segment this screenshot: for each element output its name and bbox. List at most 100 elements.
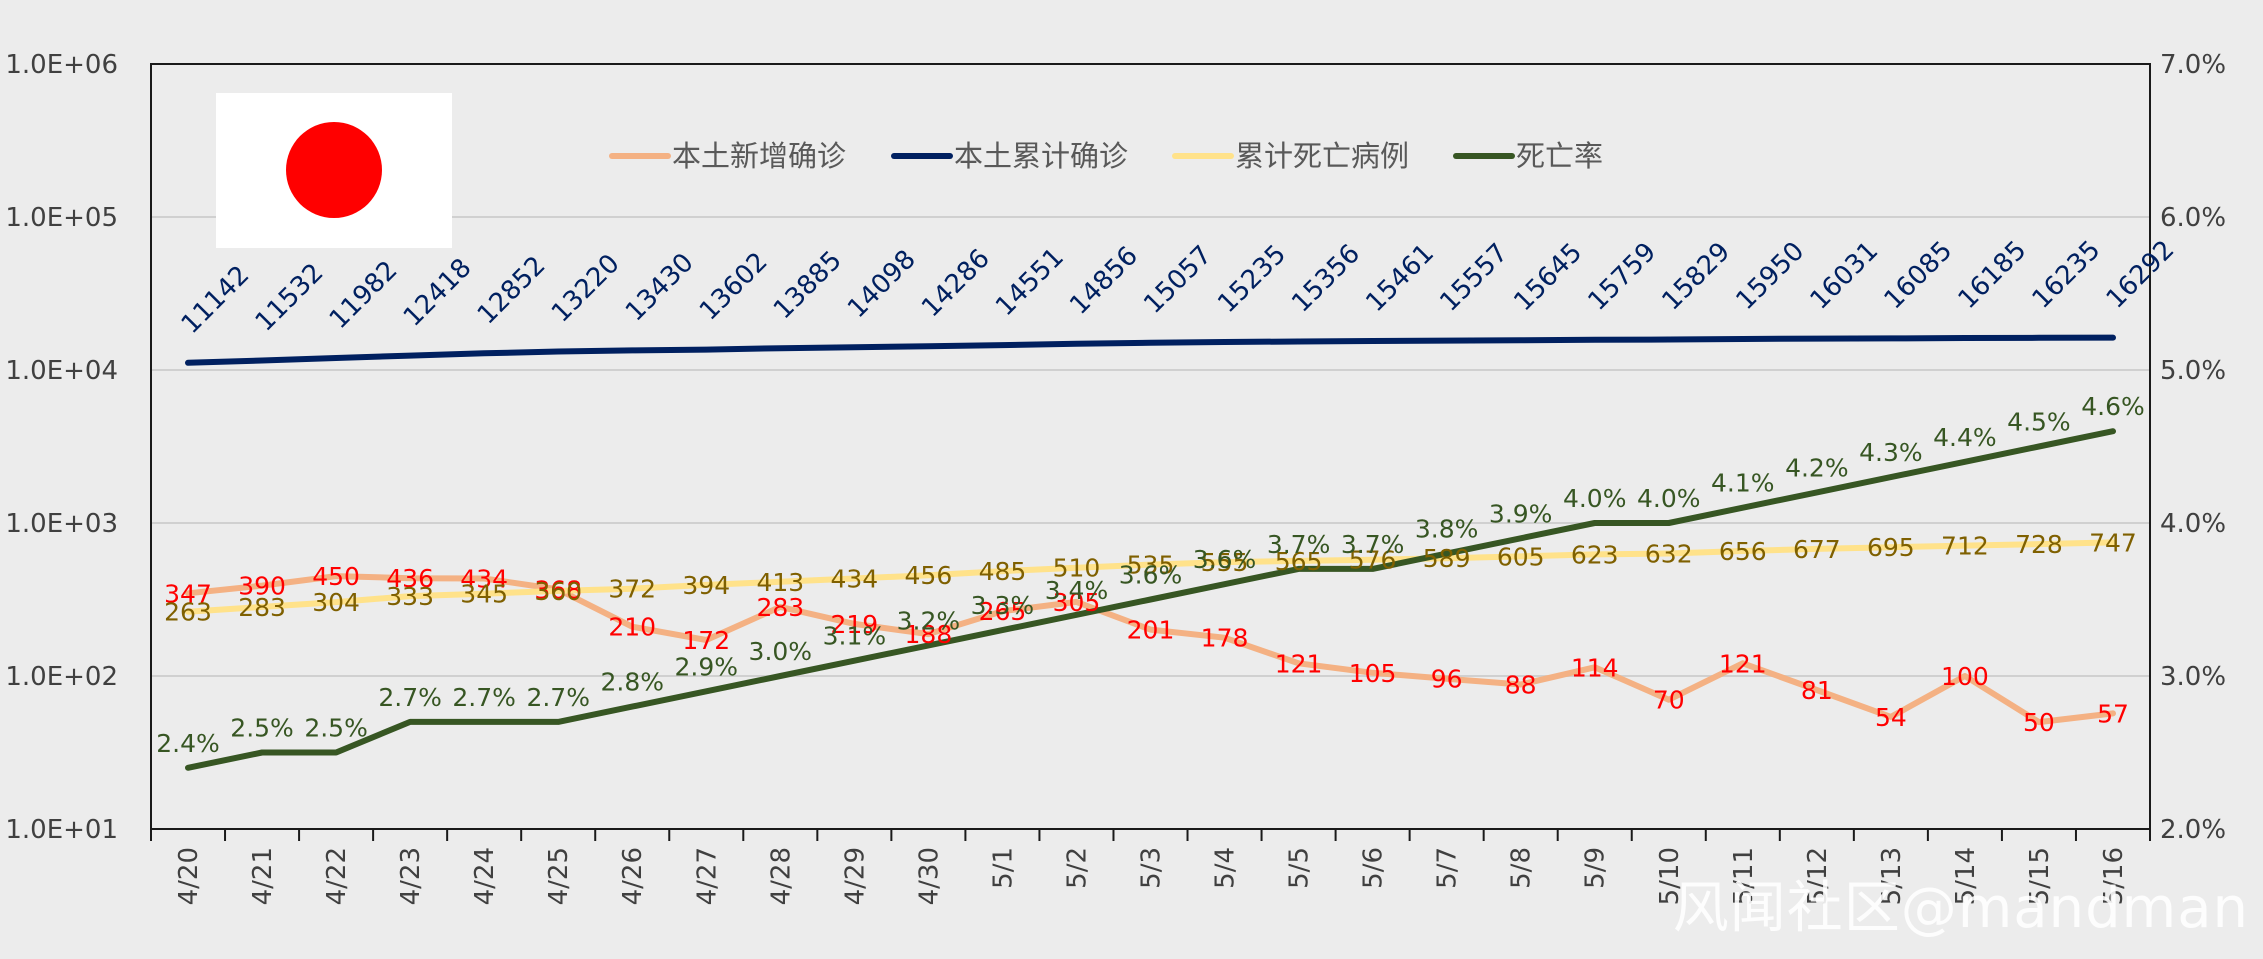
data-label-new-cases: 172 bbox=[682, 626, 730, 655]
data-label-deaths: 333 bbox=[386, 582, 434, 611]
data-label-deaths: 283 bbox=[238, 593, 286, 622]
data-label-deaths: 372 bbox=[608, 575, 656, 604]
data-label-deaths: 632 bbox=[1645, 539, 1693, 568]
data-label-death-rate: 3.1% bbox=[823, 622, 887, 651]
data-label-new-cases: 100 bbox=[1941, 662, 1989, 691]
data-label-death-rate: 3.8% bbox=[1415, 515, 1479, 544]
x-tick-label: 4/21 bbox=[248, 847, 278, 905]
data-label-new-cases: 96 bbox=[1431, 665, 1463, 694]
data-label-new-cases: 50 bbox=[2023, 708, 2055, 737]
data-label-deaths: 623 bbox=[1571, 540, 1619, 569]
legend-label-1: 本土新增确诊 bbox=[672, 139, 846, 173]
right-tick-label: 6.0% bbox=[2160, 203, 2226, 233]
data-label-deaths: 605 bbox=[1497, 542, 1545, 571]
x-tick-label: 5/7 bbox=[1433, 847, 1463, 889]
data-label-death-rate: 2.7% bbox=[452, 683, 516, 712]
data-label-death-rate: 2.5% bbox=[304, 714, 368, 743]
data-label-death-rate: 3.6% bbox=[1193, 545, 1257, 574]
data-label-deaths: 456 bbox=[905, 561, 953, 590]
data-label-death-rate: 4.0% bbox=[1637, 484, 1701, 513]
x-tick-label: 5/4 bbox=[1211, 847, 1241, 889]
data-label-death-rate: 2.9% bbox=[675, 652, 739, 681]
left-tick-label: 1.0E+05 bbox=[5, 203, 118, 233]
data-label-deaths: 304 bbox=[312, 588, 360, 617]
data-label-deaths: 360 bbox=[534, 577, 582, 606]
x-tick-label: 5/2 bbox=[1062, 847, 1092, 889]
x-tick-label: 4/26 bbox=[618, 847, 648, 905]
data-label-death-rate: 3.0% bbox=[749, 637, 813, 666]
data-label-death-rate: 4.5% bbox=[2007, 408, 2071, 437]
x-tick-label: 5/5 bbox=[1285, 847, 1315, 889]
data-label-death-rate: 3.4% bbox=[1045, 576, 1109, 605]
right-tick-label: 4.0% bbox=[2160, 509, 2226, 539]
data-label-new-cases: 201 bbox=[1127, 616, 1175, 645]
data-label-new-cases: 81 bbox=[1801, 676, 1833, 705]
data-label-new-cases: 121 bbox=[1275, 649, 1323, 678]
data-label-new-cases: 70 bbox=[1653, 686, 1685, 715]
x-tick-label: 4/28 bbox=[766, 847, 796, 905]
data-label-new-cases: 121 bbox=[1719, 649, 1767, 678]
left-tick-label: 1.0E+04 bbox=[5, 356, 118, 386]
data-label-death-rate: 4.1% bbox=[1711, 469, 1775, 498]
x-tick-label: 5/8 bbox=[1507, 847, 1537, 889]
data-label-death-rate: 4.0% bbox=[1563, 484, 1627, 513]
left-tick-label: 1.0E+03 bbox=[5, 509, 118, 539]
x-tick-label: 5/1 bbox=[988, 847, 1018, 889]
data-label-death-rate: 4.4% bbox=[1933, 423, 1997, 452]
data-label-deaths: 728 bbox=[2015, 530, 2063, 559]
legend-label-3: 累计死亡病例 bbox=[1235, 139, 1409, 173]
data-label-deaths: 434 bbox=[830, 564, 878, 593]
data-label-death-rate: 3.6% bbox=[1119, 561, 1183, 590]
data-label-death-rate: 2.5% bbox=[230, 714, 294, 743]
data-label-new-cases: 283 bbox=[756, 593, 804, 622]
data-label-death-rate: 4.2% bbox=[1785, 453, 1849, 482]
x-tick-label: 4/30 bbox=[914, 847, 944, 905]
data-label-new-cases: 450 bbox=[312, 562, 360, 591]
right-tick-label: 2.0% bbox=[2160, 815, 2226, 845]
legend-label-2: 本土累计确诊 bbox=[954, 139, 1128, 173]
data-label-death-rate: 4.3% bbox=[1859, 438, 1923, 467]
x-tick-label: 4/27 bbox=[692, 847, 722, 905]
data-label-new-cases: 88 bbox=[1505, 670, 1537, 699]
data-label-death-rate: 3.2% bbox=[897, 606, 961, 635]
data-label-death-rate: 3.3% bbox=[971, 591, 1035, 620]
data-label-deaths: 394 bbox=[682, 571, 730, 600]
data-label-death-rate: 4.6% bbox=[2081, 392, 2145, 421]
data-label-deaths: 712 bbox=[1941, 532, 1989, 561]
x-tick-label: 4/29 bbox=[840, 847, 870, 905]
right-tick-label: 7.0% bbox=[2160, 50, 2226, 80]
x-tick-label: 5/6 bbox=[1359, 847, 1389, 889]
data-label-death-rate: 3.7% bbox=[1267, 530, 1331, 559]
x-tick-label: 4/22 bbox=[322, 847, 352, 905]
x-tick-label: 4/24 bbox=[470, 847, 500, 905]
data-label-deaths: 695 bbox=[1867, 533, 1915, 562]
x-tick-label: 4/25 bbox=[544, 847, 574, 905]
legend-label-4: 死亡率 bbox=[1516, 139, 1603, 173]
japan-flag-disc bbox=[286, 122, 382, 218]
data-label-death-rate: 2.7% bbox=[378, 683, 442, 712]
data-label-deaths: 656 bbox=[1719, 537, 1767, 566]
x-tick-label: 5/9 bbox=[1581, 847, 1611, 889]
data-label-new-cases: 178 bbox=[1201, 624, 1249, 653]
data-label-new-cases: 210 bbox=[608, 613, 656, 642]
data-label-death-rate: 2.7% bbox=[526, 683, 590, 712]
x-tick-label: 4/23 bbox=[396, 847, 426, 905]
data-label-deaths: 747 bbox=[2089, 528, 2137, 557]
left-tick-label: 1.0E+02 bbox=[5, 662, 118, 692]
data-label-new-cases: 105 bbox=[1349, 659, 1397, 688]
x-tick-label: 5/3 bbox=[1137, 847, 1167, 889]
data-label-death-rate: 3.9% bbox=[1489, 499, 1553, 528]
left-tick-label: 1.0E+06 bbox=[5, 50, 118, 80]
data-label-deaths: 413 bbox=[756, 568, 804, 597]
x-tick-label: 4/20 bbox=[174, 847, 204, 905]
left-tick-label: 1.0E+01 bbox=[5, 815, 118, 845]
data-label-deaths: 677 bbox=[1793, 535, 1841, 564]
data-label-death-rate: 3.7% bbox=[1341, 530, 1405, 559]
data-label-deaths: 345 bbox=[460, 580, 508, 609]
data-label-deaths: 263 bbox=[164, 598, 212, 627]
data-label-new-cases: 57 bbox=[2097, 699, 2129, 728]
watermark-text: 风闻社区@mandman bbox=[1673, 863, 2249, 944]
data-label-deaths: 485 bbox=[979, 557, 1027, 586]
